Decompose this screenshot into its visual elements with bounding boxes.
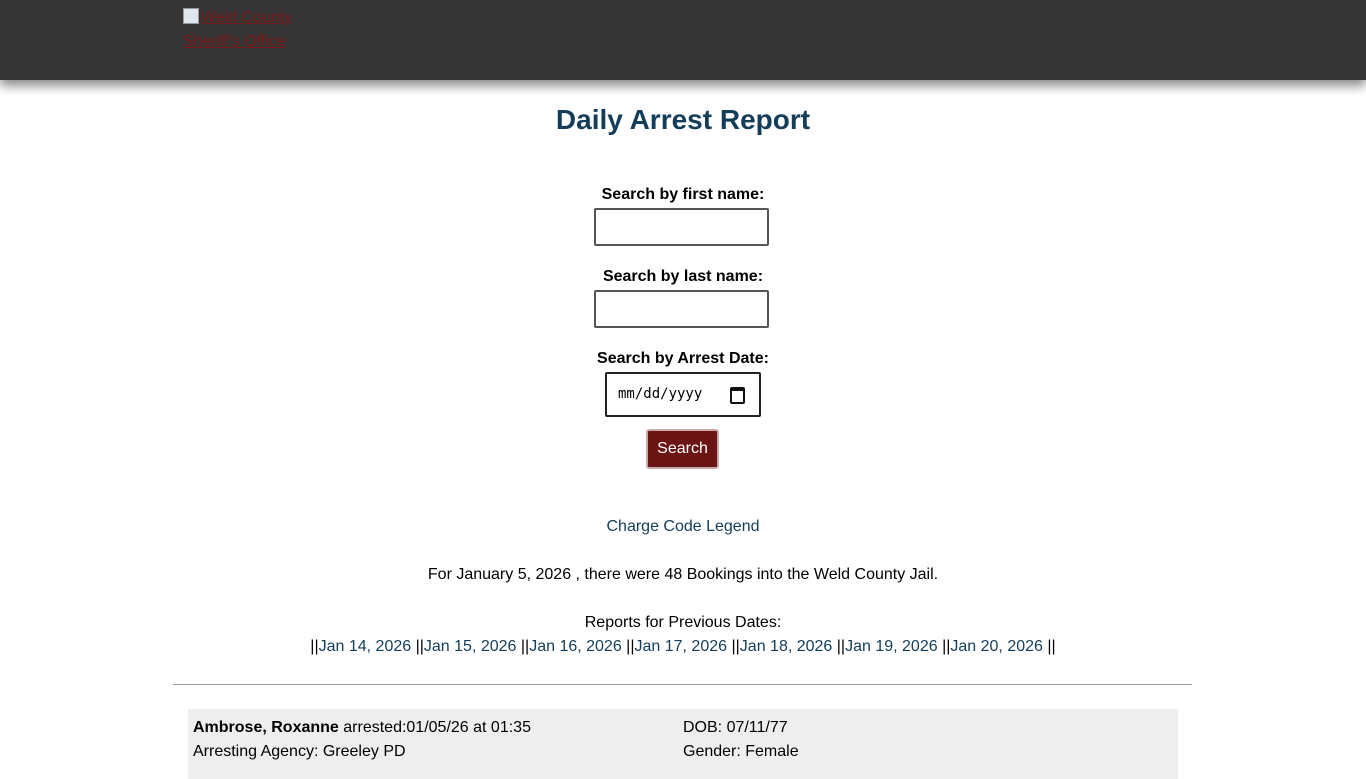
dob: DOB: 07/11/77 — [683, 719, 788, 736]
date-link[interactable]: Jan 14, 2026 — [318, 638, 412, 655]
last-name-label: Search by last name: — [602, 268, 764, 285]
calendar-icon[interactable] — [730, 387, 745, 404]
date-link[interactable]: Jan 16, 2026 — [529, 638, 622, 655]
date-placeholder: mm/dd/yyyy — [618, 386, 703, 402]
search-button[interactable]: Search — [646, 429, 719, 469]
date-link[interactable]: Jan 20, 2026 — [950, 638, 1043, 655]
gender: Gender: Female — [683, 743, 799, 760]
last-name-input[interactable] — [594, 290, 769, 328]
arresting-agency: Arresting Agency: Greeley PD — [193, 743, 406, 760]
date-link[interactable]: Jan 18, 2026 — [739, 638, 833, 655]
logo-alt-text: Weld County Sheriff's Office — [183, 9, 293, 50]
previous-dates-list: ||Jan 14, 2026 ||Jan 15, 2026 ||Jan 16, … — [310, 638, 1056, 655]
charge-code-legend-link[interactable]: Charge Code Legend — [606, 518, 760, 535]
divider — [173, 684, 1192, 685]
first-name-label: Search by first name: — [601, 186, 765, 203]
date-link[interactable]: Jan 19, 2026 — [845, 638, 938, 655]
first-name-input[interactable] — [594, 208, 769, 246]
arrest-record: Ambrose, Roxanne arrested:01/05/26 at 01… — [188, 709, 1178, 779]
site-header: Weld County Sheriff's Office — [0, 0, 1366, 80]
logo-link[interactable]: Weld County Sheriff's Office — [183, 6, 303, 54]
page-title: Daily Arrest Report — [555, 104, 811, 135]
date-link[interactable]: Jan 15, 2026 — [423, 638, 517, 655]
broken-image-icon — [183, 8, 199, 24]
bookings-summary: For January 5, 2026 , there were 48 Book… — [427, 566, 939, 583]
date-link[interactable]: Jan 17, 2026 — [634, 638, 728, 655]
arrest-date-input[interactable]: mm/dd/yyyy — [605, 372, 761, 417]
inmate-name: Ambrose, Roxanne — [193, 719, 339, 736]
previous-reports-label: Reports for Previous Dates: — [584, 614, 782, 631]
arrest-date-label: Search by Arrest Date: — [597, 350, 769, 367]
arrest-time: arrested:01/05/26 at 01:35 — [343, 719, 531, 736]
